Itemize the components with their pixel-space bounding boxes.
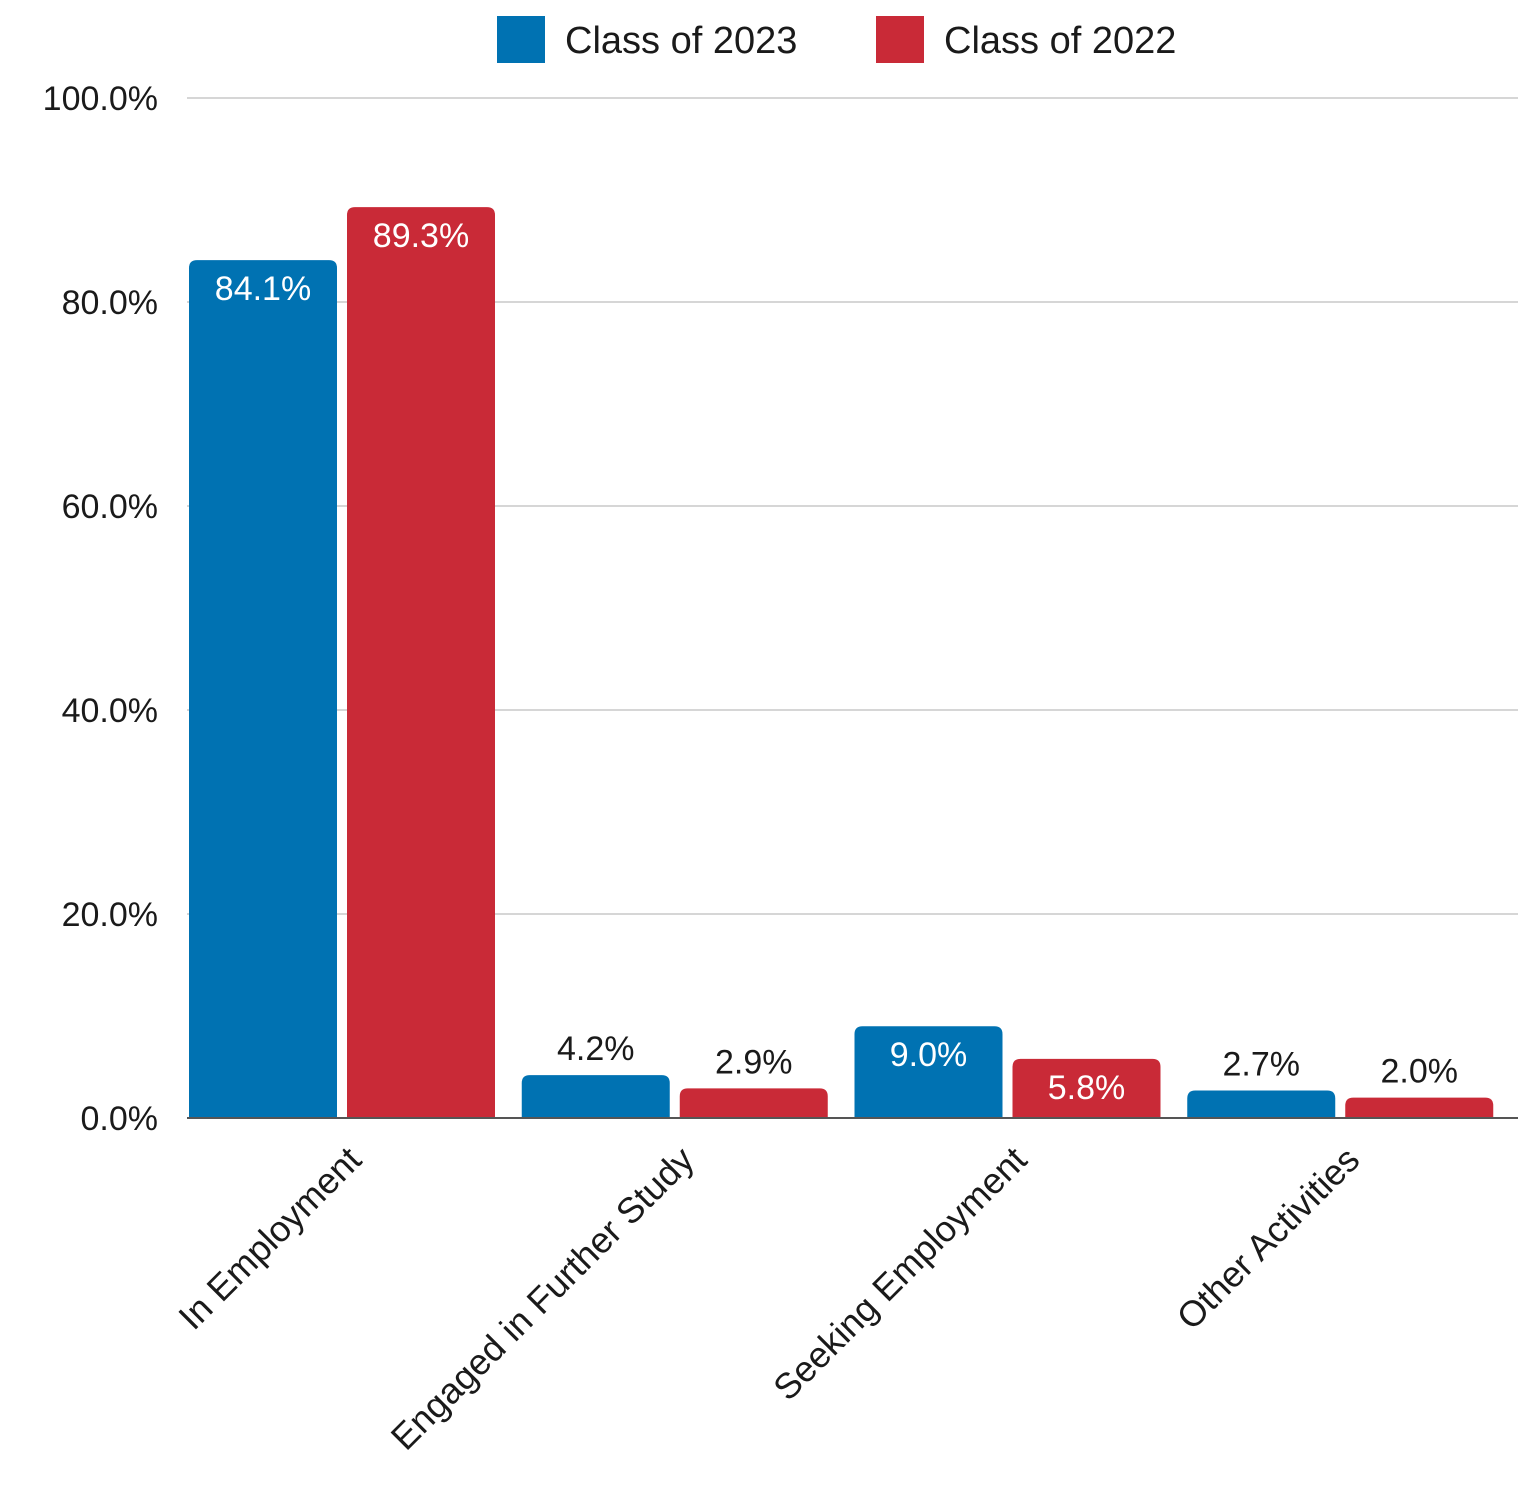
y-tick-label: 0.0%: [81, 1100, 159, 1138]
y-tick-label: 40.0%: [62, 692, 158, 730]
legend-swatch: [497, 16, 545, 63]
legend-item: Class of 2022: [876, 16, 1176, 63]
data-label: 2.0%: [1381, 1053, 1459, 1091]
category-labels: In Employment Engaged in Further Study See…: [170, 1139, 1367, 1458]
x-category-label: In Employment: [170, 1139, 369, 1338]
data-labels: 84.1% 89.3% 4.2% 2.9% 9.0% 5.8% 2.7% 2.0%: [215, 217, 1458, 1107]
bar-class-of-2022-seeking-employment: [1012, 1058, 1161, 1118]
data-label: 2.9%: [715, 1043, 793, 1081]
x-category-label: Other Activities: [1169, 1139, 1368, 1338]
y-tick-label: 100.0%: [43, 80, 158, 118]
bar-class-of-2022-engaged-in-further-study: [679, 1088, 828, 1118]
legend: Class of 2023 Class of 2022: [497, 16, 1176, 63]
bar-class-of-2023-in-employment: [189, 260, 337, 1118]
data-label: 5.8%: [1048, 1069, 1126, 1107]
legend-label: Class of 2023: [565, 20, 797, 62]
x-category-label: Seeking Employment: [765, 1139, 1035, 1409]
y-tick-label: 60.0%: [62, 488, 158, 526]
data-label: 9.0%: [890, 1036, 968, 1074]
legend-label: Class of 2022: [944, 20, 1176, 62]
y-tick-label: 80.0%: [62, 284, 158, 322]
bar-class-of-2022-in-employment: [347, 207, 495, 1118]
data-label: 4.2%: [557, 1030, 635, 1068]
legend-item: Class of 2023: [497, 16, 797, 63]
y-tick-label: 20.0%: [62, 896, 158, 934]
bar-class-of-2023-other-activities: [1187, 1090, 1336, 1118]
data-label: 84.1%: [215, 270, 311, 308]
bar-class-of-2022-other-activities: [1345, 1097, 1494, 1118]
x-category-label: Engaged in Further Study: [383, 1139, 702, 1458]
y-axis-ticks: 0.0% 20.0% 40.0% 60.0% 80.0% 100.0%: [43, 80, 158, 1138]
bar-class-of-2023-seeking-employment: [854, 1026, 1003, 1118]
data-label: 89.3%: [373, 217, 469, 255]
bar-class-of-2023-engaged-in-further-study: [521, 1075, 670, 1118]
bars: [189, 207, 1494, 1118]
data-label: 2.7%: [1223, 1045, 1301, 1083]
legend-swatch: [876, 16, 924, 63]
